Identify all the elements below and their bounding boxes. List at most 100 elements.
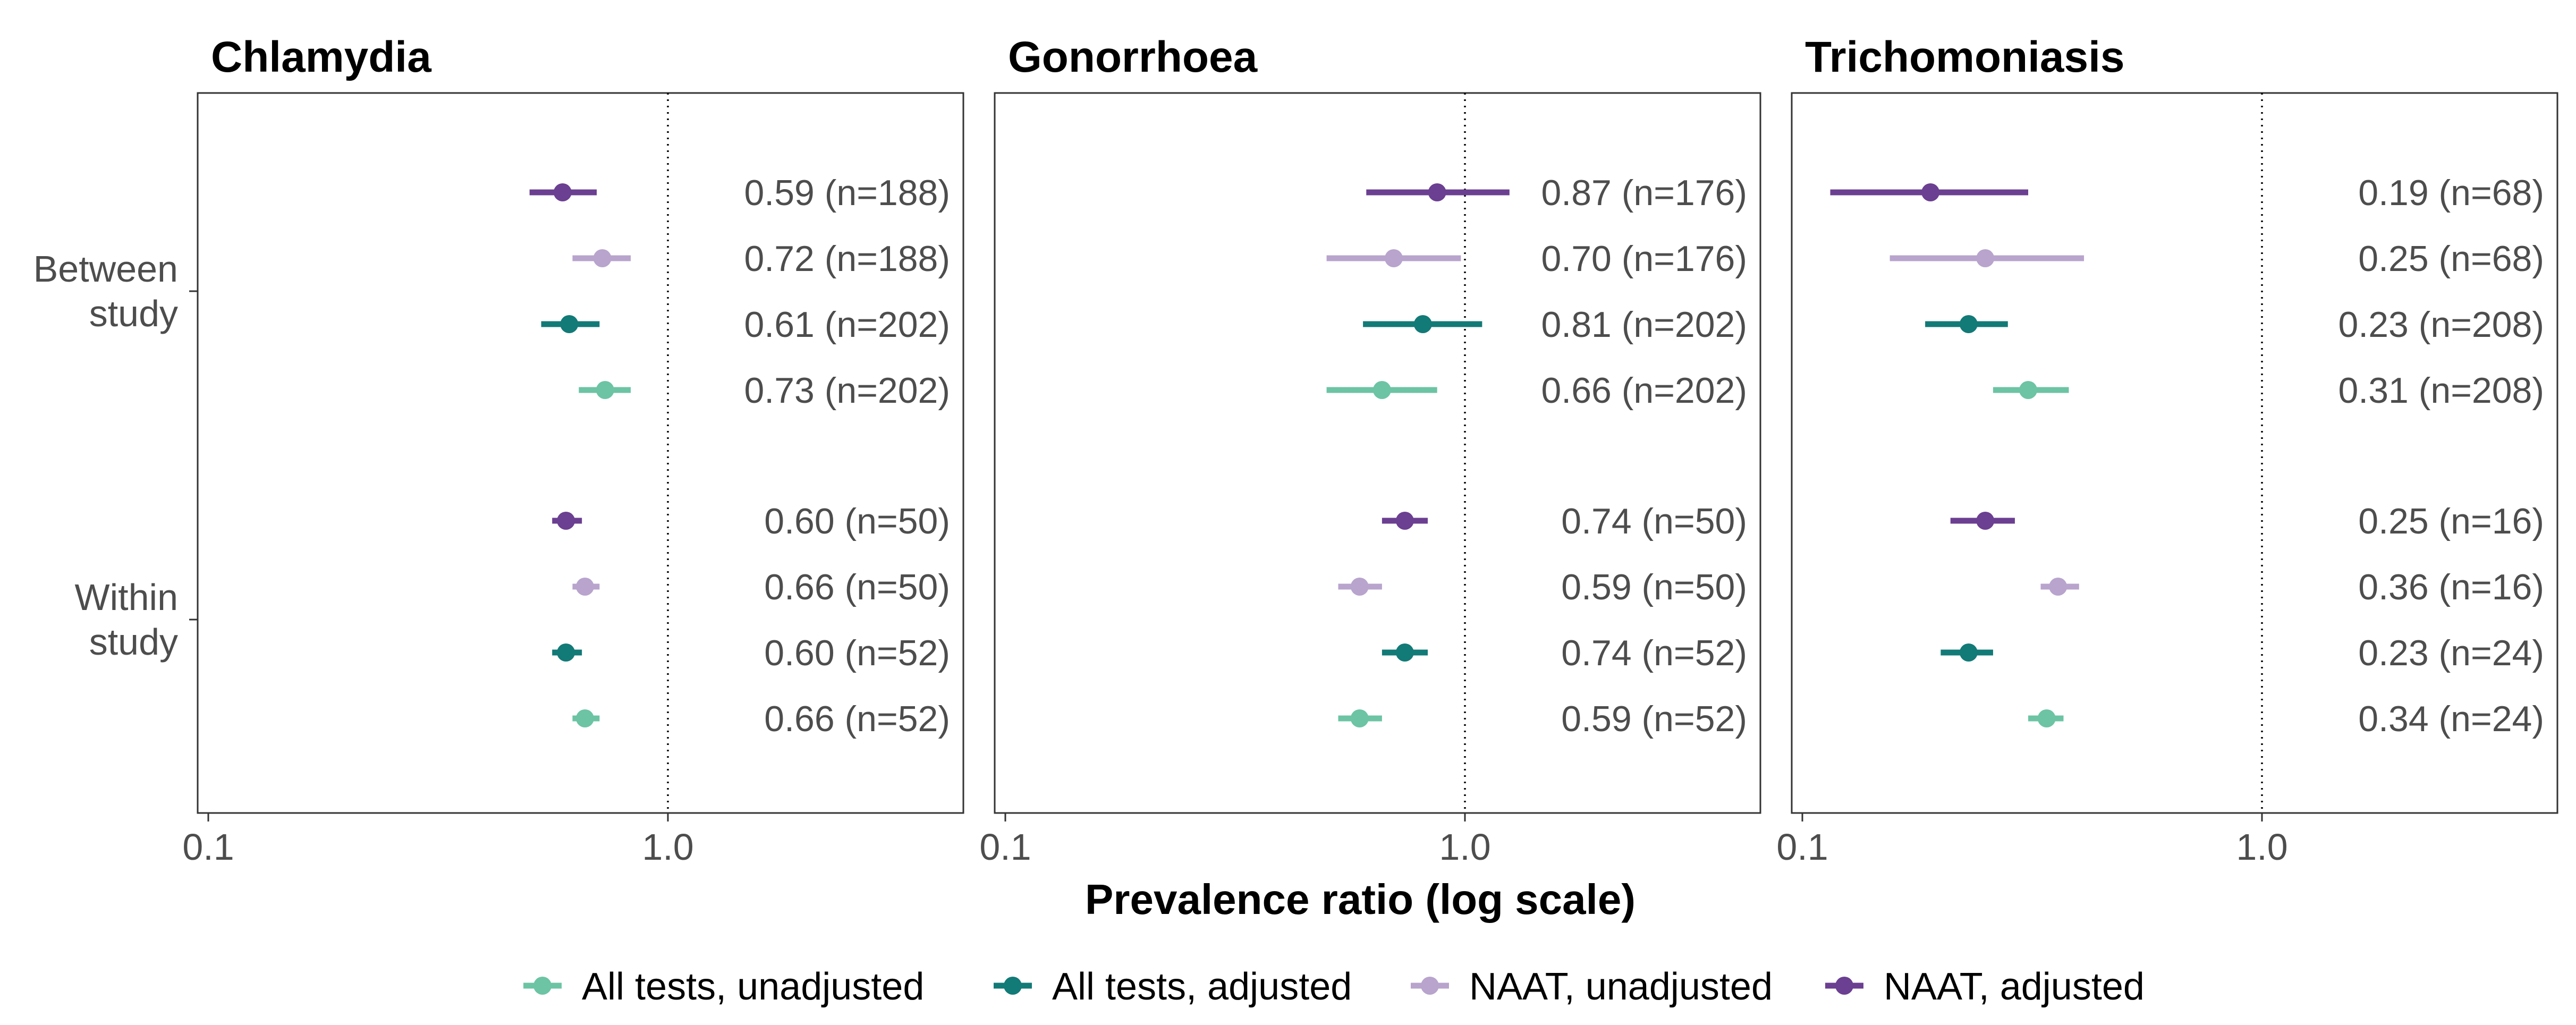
- point-estimate: [1413, 315, 1432, 333]
- point-estimate: [1428, 183, 1446, 201]
- panel-title: Trichomoniasis: [1805, 33, 2125, 81]
- panel-title: Gonorrhoea: [1008, 33, 1258, 81]
- value-label: 0.66 (n=50): [764, 567, 950, 607]
- legend-item-naat-adjusted: NAAT, adjusted: [1825, 965, 2145, 1008]
- point-estimate: [1395, 643, 1414, 662]
- x-tick-label: 1.0: [642, 826, 693, 868]
- point-estimate: [1350, 578, 1369, 596]
- panel-frame: [197, 92, 964, 814]
- value-label: 0.31 (n=208): [2338, 370, 2544, 411]
- panel-title: Chlamydia: [211, 33, 432, 81]
- point-estimate: [2037, 709, 2056, 727]
- value-label: 0.59 (n=50): [1561, 567, 1747, 607]
- point-estimate: [1976, 249, 1995, 267]
- value-label: 0.60 (n=52): [764, 633, 950, 673]
- estimate-row: 0.66 (n=202): [1326, 370, 1747, 411]
- panel-chlamydia: Chlamydia 0.1 1.0 0.59 (n=188) 0.72 (n=188) 0…: [182, 33, 964, 868]
- estimate-row: 0.34 (n=24): [2028, 699, 2544, 739]
- estimate-row: 0.36 (n=16): [2040, 567, 2544, 607]
- point-estimate: [557, 512, 575, 530]
- value-label: 0.59 (n=52): [1561, 699, 1747, 739]
- value-label: 0.66 (n=52): [764, 699, 950, 739]
- point-estimate: [1959, 643, 1978, 662]
- x-axis-title: Prevalence ratio (log scale): [1085, 876, 1636, 923]
- legend-label: All tests, unadjusted: [582, 965, 924, 1008]
- value-label: 0.72 (n=188): [744, 239, 950, 279]
- legend-label: NAAT, adjusted: [1884, 965, 2145, 1008]
- value-label: 0.66 (n=202): [1541, 370, 1747, 411]
- estimate-row: 0.72 (n=188): [572, 239, 950, 279]
- legend-item-naat-unadjusted: NAAT, unadjusted: [1411, 965, 1773, 1008]
- panel-gonorrhoea: Gonorrhoea 0.1 1.0 0.87 (n=176) 0.70 (n=176)…: [979, 33, 1761, 868]
- value-label: 0.87 (n=176): [1541, 173, 1747, 213]
- x-tick-label: 1.0: [2236, 826, 2287, 868]
- value-label: 0.19 (n=68): [2358, 173, 2544, 213]
- x-tick-label: 0.1: [182, 826, 234, 868]
- value-label: 0.59 (n=188): [744, 173, 950, 213]
- point-estimate: [1959, 315, 1978, 333]
- estimate-row: 0.60 (n=50): [552, 501, 950, 541]
- legend-key-point: [1421, 977, 1439, 995]
- value-label: 0.61 (n=202): [744, 304, 950, 345]
- point-estimate: [1921, 183, 1940, 201]
- estimate-row: 0.74 (n=50): [1382, 501, 1747, 541]
- point-estimate: [596, 381, 614, 399]
- x-tick-label: 0.1: [979, 826, 1031, 868]
- value-label: 0.25 (n=16): [2358, 501, 2544, 541]
- value-label: 0.60 (n=50): [764, 501, 950, 541]
- value-label: 0.73 (n=202): [744, 370, 950, 411]
- estimate-row: 0.87 (n=176): [1366, 173, 1747, 213]
- estimate-row: 0.59 (n=50): [1338, 567, 1747, 607]
- value-label: 0.74 (n=50): [1561, 501, 1747, 541]
- legend-item-all-tests-unadjusted: All tests, unadjusted: [523, 965, 924, 1008]
- point-estimate: [2049, 578, 2067, 596]
- estimate-row: 0.25 (n=68): [1889, 239, 2544, 279]
- panel-frame: [1791, 92, 2558, 814]
- estimate-row: 0.61 (n=202): [541, 304, 950, 345]
- legend-key-point: [1835, 977, 1853, 995]
- estimate-row: 0.66 (n=50): [572, 567, 950, 607]
- estimate-row: 0.31 (n=208): [1993, 370, 2544, 411]
- legend: All tests, unadjusted All tests, adjusted…: [523, 965, 2145, 1008]
- estimate-row: 0.74 (n=52): [1382, 633, 1747, 673]
- estimate-row: 0.23 (n=24): [1941, 633, 2544, 673]
- y-axis: Between study Within study: [33, 248, 198, 663]
- value-label: 0.25 (n=68): [2358, 239, 2544, 279]
- estimate-row: 0.59 (n=188): [529, 173, 950, 213]
- legend-label: NAAT, unadjusted: [1469, 965, 1773, 1008]
- y-group-label: Between study: [33, 248, 178, 334]
- point-estimate: [557, 643, 575, 662]
- panels: Chlamydia 0.1 1.0 0.59 (n=188) 0.72 (n=188) 0…: [182, 33, 2558, 868]
- point-estimate: [575, 578, 594, 596]
- point-estimate: [1395, 512, 1414, 530]
- value-label: 0.34 (n=24): [2358, 699, 2544, 739]
- point-estimate: [593, 249, 612, 267]
- estimate-row: 0.60 (n=52): [552, 633, 950, 673]
- estimate-row: 0.81 (n=202): [1363, 304, 1747, 345]
- point-estimate: [1976, 512, 1995, 530]
- estimate-row: 0.59 (n=52): [1338, 699, 1747, 739]
- value-label: 0.70 (n=176): [1541, 239, 1747, 279]
- point-estimate: [575, 709, 594, 727]
- x-tick-label: 0.1: [1776, 826, 1828, 868]
- point-estimate: [2019, 381, 2038, 399]
- point-estimate: [560, 315, 579, 333]
- point-estimate: [1372, 381, 1391, 399]
- estimate-row: 0.66 (n=52): [572, 699, 950, 739]
- estimate-row: 0.23 (n=208): [1925, 304, 2544, 345]
- panel-trichomoniasis: Trichomoniasis 0.1 1.0 0.19 (n=68) 0.25 (n=6…: [1776, 33, 2558, 868]
- value-label: 0.23 (n=208): [2338, 304, 2544, 345]
- estimate-row: 0.70 (n=176): [1326, 239, 1747, 279]
- estimate-row: 0.25 (n=16): [1950, 501, 2544, 541]
- point-estimate: [1350, 709, 1369, 727]
- y-group-label: Within study: [75, 577, 178, 663]
- point-estimate: [553, 183, 572, 201]
- legend-key-point: [533, 977, 552, 995]
- panel-frame: [994, 92, 1761, 814]
- legend-label: All tests, adjusted: [1052, 965, 1352, 1008]
- point-estimate: [1385, 249, 1403, 267]
- legend-item-all-tests-adjusted: All tests, adjusted: [994, 965, 1352, 1008]
- estimate-row: 0.19 (n=68): [1830, 173, 2544, 213]
